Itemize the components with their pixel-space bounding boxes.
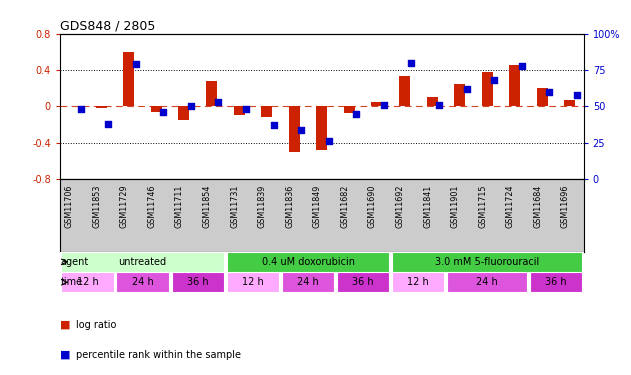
Bar	[96, 106, 107, 108]
Text: untreated: untreated	[119, 257, 167, 267]
Text: 24 h: 24 h	[297, 277, 319, 287]
Bar	[61, 273, 114, 292]
Bar	[282, 273, 334, 292]
Point	[572, 92, 582, 98]
Bar	[179, 106, 189, 120]
Bar	[316, 106, 327, 150]
Point	[186, 104, 196, 110]
Bar	[344, 106, 355, 113]
Bar	[337, 273, 389, 292]
Text: GSM11711: GSM11711	[175, 185, 184, 228]
Point	[213, 99, 223, 105]
Text: GSM11853: GSM11853	[92, 185, 102, 228]
Point	[324, 138, 334, 144]
Text: GDS848 / 2805: GDS848 / 2805	[60, 20, 155, 33]
Text: GSM11854: GSM11854	[203, 185, 211, 228]
Text: 36 h: 36 h	[187, 277, 209, 287]
Text: agent: agent	[61, 257, 89, 267]
Text: GSM11729: GSM11729	[120, 185, 129, 228]
Text: time: time	[61, 277, 83, 287]
Text: GSM11724: GSM11724	[506, 185, 515, 228]
Text: GSM11696: GSM11696	[561, 185, 570, 228]
Text: GSM11836: GSM11836	[285, 185, 294, 228]
Point	[517, 63, 527, 69]
Text: 3.0 mM 5-fluorouracil: 3.0 mM 5-fluorouracil	[435, 257, 540, 267]
Point	[489, 77, 499, 83]
Text: GSM11901: GSM11901	[451, 185, 459, 228]
Bar	[392, 273, 444, 292]
Bar	[117, 273, 169, 292]
Bar	[454, 84, 465, 106]
Bar	[206, 81, 217, 106]
Text: GSM11690: GSM11690	[368, 185, 377, 228]
Text: percentile rank within the sample: percentile rank within the sample	[76, 350, 240, 360]
Text: 36 h: 36 h	[352, 277, 374, 287]
Bar	[481, 72, 493, 106]
Text: GSM11849: GSM11849	[313, 185, 322, 228]
Text: 36 h: 36 h	[545, 277, 567, 287]
Text: ■: ■	[60, 320, 74, 330]
Bar	[509, 64, 521, 106]
Bar	[61, 252, 224, 272]
Bar	[289, 106, 300, 152]
Text: log ratio: log ratio	[76, 320, 116, 330]
Point	[131, 61, 141, 67]
Point	[76, 106, 86, 112]
Text: GSM11715: GSM11715	[478, 185, 487, 228]
Bar	[227, 252, 389, 272]
Bar	[399, 76, 410, 106]
Point	[461, 86, 471, 92]
Bar	[123, 52, 134, 106]
Text: 12 h: 12 h	[408, 277, 429, 287]
Bar	[372, 102, 382, 106]
Text: GSM11684: GSM11684	[533, 185, 542, 228]
Point	[434, 102, 444, 108]
Point	[351, 111, 362, 117]
Point	[269, 122, 279, 128]
Bar	[233, 106, 245, 116]
Bar	[151, 106, 162, 112]
Text: GSM11731: GSM11731	[230, 185, 239, 228]
Text: GSM11841: GSM11841	[423, 185, 432, 228]
Bar	[172, 273, 224, 292]
Point	[158, 109, 168, 115]
Bar	[564, 100, 575, 106]
Text: GSM11706: GSM11706	[65, 185, 74, 228]
Point	[544, 89, 554, 95]
Text: ■: ■	[60, 350, 74, 360]
Bar	[537, 88, 548, 106]
Bar	[227, 273, 279, 292]
Bar	[261, 106, 272, 117]
Point	[406, 60, 416, 66]
Bar	[427, 97, 437, 106]
Bar	[530, 273, 582, 292]
Bar	[447, 273, 527, 292]
Text: GSM11692: GSM11692	[396, 185, 404, 228]
Point	[379, 102, 389, 108]
Text: 24 h: 24 h	[132, 277, 153, 287]
Point	[241, 106, 251, 112]
Text: GSM11746: GSM11746	[148, 185, 156, 228]
Point	[296, 127, 306, 133]
Bar	[392, 252, 582, 272]
Text: GSM11839: GSM11839	[257, 185, 267, 228]
Text: GSM11682: GSM11682	[340, 185, 350, 228]
Point	[103, 121, 113, 127]
Text: 24 h: 24 h	[476, 277, 498, 287]
Text: 0.4 uM doxorubicin: 0.4 uM doxorubicin	[261, 257, 355, 267]
Text: 12 h: 12 h	[76, 277, 98, 287]
Text: 12 h: 12 h	[242, 277, 264, 287]
